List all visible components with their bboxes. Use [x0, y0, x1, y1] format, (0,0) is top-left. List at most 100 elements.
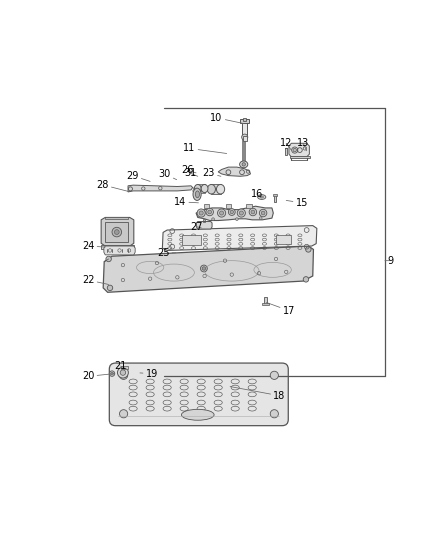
Text: 30: 30 [158, 169, 176, 180]
Polygon shape [240, 119, 249, 123]
Text: 17: 17 [266, 303, 294, 316]
Ellipse shape [119, 371, 127, 379]
Ellipse shape [241, 134, 247, 140]
Ellipse shape [239, 161, 247, 168]
Polygon shape [121, 367, 128, 369]
Text: 9: 9 [384, 256, 392, 265]
Text: 12: 12 [279, 138, 292, 150]
Ellipse shape [202, 267, 205, 270]
Ellipse shape [106, 256, 111, 262]
Polygon shape [203, 204, 208, 208]
Text: 10: 10 [210, 113, 243, 124]
Polygon shape [262, 303, 268, 305]
Text: 23: 23 [202, 168, 220, 178]
Ellipse shape [200, 265, 207, 272]
Polygon shape [218, 167, 250, 176]
Ellipse shape [193, 188, 201, 200]
Ellipse shape [259, 196, 263, 198]
Polygon shape [242, 136, 246, 141]
Ellipse shape [181, 409, 214, 420]
Ellipse shape [197, 209, 205, 217]
Text: 13: 13 [297, 138, 309, 151]
Ellipse shape [305, 247, 311, 252]
Text: 21: 21 [114, 361, 127, 371]
Polygon shape [105, 222, 128, 242]
Text: 24: 24 [82, 241, 105, 251]
Polygon shape [225, 204, 230, 208]
Polygon shape [272, 193, 277, 196]
Ellipse shape [110, 372, 113, 375]
Ellipse shape [259, 217, 261, 220]
Ellipse shape [217, 209, 225, 217]
Text: 22: 22 [82, 275, 108, 285]
Ellipse shape [251, 210, 254, 214]
Polygon shape [128, 185, 192, 192]
Polygon shape [162, 225, 316, 251]
Polygon shape [288, 143, 309, 157]
Ellipse shape [199, 211, 203, 215]
Ellipse shape [239, 211, 243, 215]
Text: 26: 26 [181, 166, 196, 175]
Polygon shape [182, 235, 201, 245]
Polygon shape [101, 217, 134, 246]
Text: 14: 14 [173, 197, 198, 207]
Polygon shape [105, 217, 128, 219]
Ellipse shape [257, 195, 265, 199]
Ellipse shape [219, 211, 223, 215]
Text: 18: 18 [230, 386, 285, 401]
Polygon shape [264, 297, 266, 304]
Ellipse shape [114, 230, 119, 235]
Ellipse shape [194, 184, 201, 192]
Ellipse shape [230, 211, 233, 214]
Ellipse shape [109, 371, 114, 376]
Ellipse shape [293, 148, 296, 152]
Polygon shape [196, 222, 212, 229]
Ellipse shape [249, 208, 256, 216]
Text: 28: 28 [96, 180, 129, 191]
Ellipse shape [237, 209, 245, 217]
Ellipse shape [207, 184, 215, 194]
Polygon shape [101, 245, 134, 249]
Ellipse shape [112, 227, 121, 237]
Ellipse shape [235, 218, 238, 221]
Ellipse shape [201, 184, 208, 192]
Ellipse shape [117, 367, 128, 378]
Polygon shape [284, 148, 286, 155]
Polygon shape [202, 219, 205, 222]
Polygon shape [276, 235, 291, 244]
Text: 31: 31 [184, 168, 198, 178]
Polygon shape [246, 204, 251, 208]
Polygon shape [273, 195, 276, 202]
Text: 11: 11 [183, 143, 226, 154]
Text: 19: 19 [140, 369, 158, 378]
Ellipse shape [119, 410, 127, 418]
Text: 27: 27 [189, 222, 202, 232]
Ellipse shape [228, 208, 235, 215]
FancyBboxPatch shape [109, 363, 288, 426]
Polygon shape [211, 184, 220, 194]
Ellipse shape [205, 208, 213, 216]
Text: 25: 25 [156, 248, 175, 258]
Text: 15: 15 [286, 198, 307, 208]
Ellipse shape [216, 184, 224, 194]
Ellipse shape [107, 285, 113, 290]
Ellipse shape [195, 191, 199, 198]
Polygon shape [289, 156, 309, 158]
Text: 29: 29 [126, 171, 150, 181]
Polygon shape [198, 184, 205, 192]
Polygon shape [243, 118, 246, 121]
Ellipse shape [261, 211, 265, 215]
Ellipse shape [270, 410, 278, 418]
Ellipse shape [120, 370, 125, 375]
Ellipse shape [270, 371, 278, 379]
Ellipse shape [211, 218, 214, 221]
Ellipse shape [241, 163, 245, 166]
Ellipse shape [303, 277, 308, 282]
Text: 20: 20 [82, 372, 114, 381]
Polygon shape [103, 246, 313, 292]
Text: 16: 16 [250, 189, 262, 199]
Ellipse shape [259, 209, 266, 217]
Ellipse shape [207, 210, 211, 214]
Polygon shape [241, 121, 247, 137]
Polygon shape [104, 246, 135, 255]
